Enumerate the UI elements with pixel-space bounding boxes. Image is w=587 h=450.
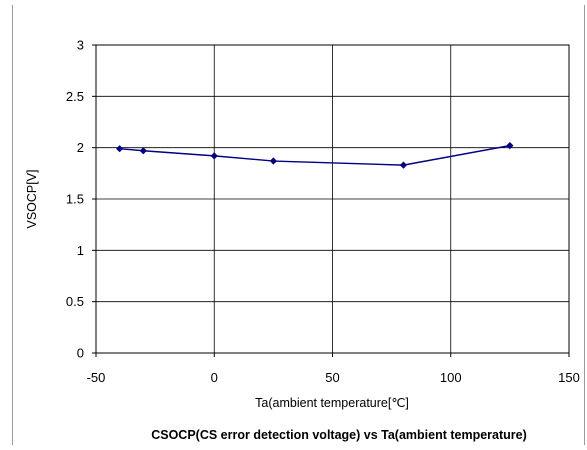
data-point bbox=[139, 147, 147, 155]
y-tick-label: 3 bbox=[77, 38, 84, 53]
chart-title: CSOCP(CS error detection voltage) vs Ta(… bbox=[151, 428, 527, 442]
data-point bbox=[269, 157, 277, 165]
data-point bbox=[116, 145, 124, 153]
y-tick-label: 2 bbox=[77, 140, 84, 155]
data-point bbox=[210, 152, 218, 160]
y-tick-label: 0 bbox=[77, 346, 84, 361]
grid bbox=[92, 44, 570, 357]
y-axis-title: VSOCP[V] bbox=[25, 169, 39, 228]
series bbox=[116, 142, 514, 169]
y-tick-label: 2.5 bbox=[66, 89, 84, 104]
x-tick-label: 50 bbox=[325, 370, 339, 385]
x-tick-label: -50 bbox=[87, 370, 106, 385]
x-tick-label: 0 bbox=[211, 370, 218, 385]
y-tick-label: 0.5 bbox=[66, 294, 84, 309]
y-tick-label: 1 bbox=[77, 243, 84, 258]
chart-frame bbox=[12, 5, 585, 445]
y-tick-label: 1.5 bbox=[66, 192, 84, 207]
x-tick-label: 150 bbox=[558, 370, 580, 385]
data-point bbox=[506, 142, 514, 150]
series-line bbox=[119, 144, 511, 166]
plot-area bbox=[95, 44, 570, 354]
x-axis-title: Ta(ambient temperature[℃] bbox=[255, 396, 409, 410]
data-point bbox=[399, 161, 408, 169]
x-tick-label: 100 bbox=[440, 370, 462, 385]
